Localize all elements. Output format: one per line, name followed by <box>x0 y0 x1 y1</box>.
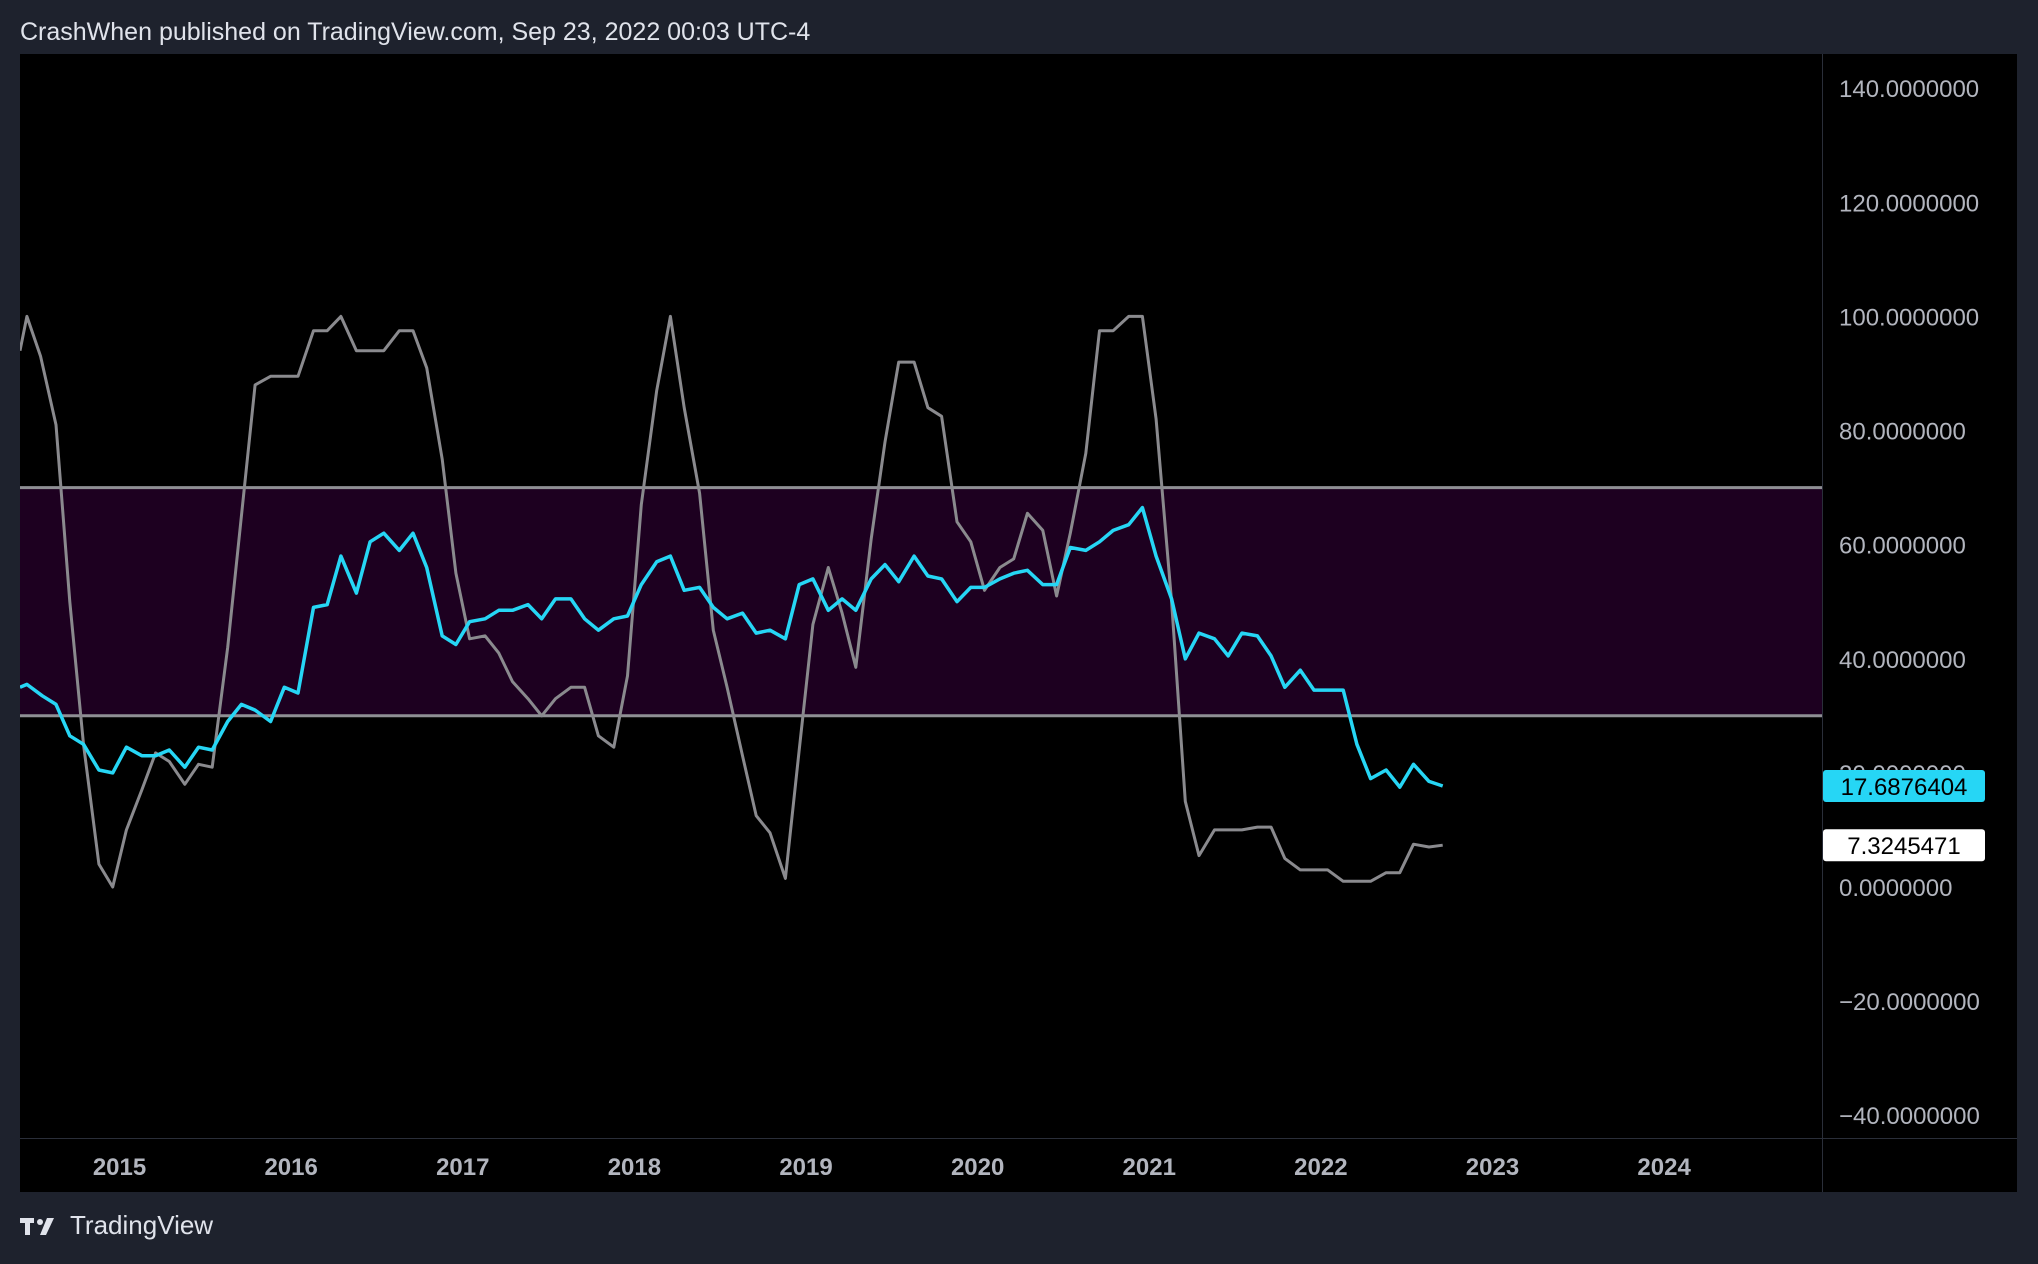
last-value-badge-1 <box>1823 829 1985 862</box>
tradingview-logo-icon[interactable] <box>20 1215 60 1237</box>
y-tick-label: 0.0000000 <box>1839 875 1952 902</box>
y-tick-label: 120.0000000 <box>1839 190 1979 217</box>
x-tick-label: 2021 <box>1123 1154 1176 1181</box>
last-value-badge-0 <box>1823 770 1985 803</box>
chart-area[interactable]: 140.0000000 120.0000000 100.0000000 80.0000… <box>20 54 2017 1192</box>
chart-svg[interactable]: 140.0000000 120.0000000 100.0000000 80.0000… <box>20 54 2017 1192</box>
footer: TradingView <box>20 1210 213 1241</box>
x-tick-label: 2016 <box>264 1154 317 1181</box>
y-tick-label: 40.0000000 <box>1839 647 1966 674</box>
last-value-label-0: 17.6876404 <box>1841 774 1968 801</box>
y-tick-label: 60.0000000 <box>1839 533 1966 560</box>
y-tick-label: 100.0000000 <box>1839 304 1979 331</box>
footer-brand[interactable]: TradingView <box>70 1210 214 1240</box>
y-tick-label: 140.0000000 <box>1839 76 1979 103</box>
x-tick-label: 2017 <box>436 1154 489 1181</box>
band-fill <box>20 487 1822 716</box>
y-tick-label: 80.0000000 <box>1839 419 1966 446</box>
publisher-caption: CrashWhen published on TradingView.com, … <box>20 18 811 46</box>
last-value-label-1: 7.3245471 <box>1847 833 1960 860</box>
x-tick-label: 2020 <box>951 1154 1004 1181</box>
series-line-0 <box>20 505 1444 789</box>
x-tick-label: 2022 <box>1294 1154 1347 1181</box>
x-tick-label: 2019 <box>779 1154 832 1181</box>
x-tick-label: 2018 <box>608 1154 661 1181</box>
y-tick-label: −40.0000000 <box>1839 1103 1980 1130</box>
x-tick-label: 2023 <box>1466 1154 1519 1181</box>
x-tick-label: 2015 <box>93 1154 146 1181</box>
x-tick-label: 2024 <box>1637 1154 1691 1181</box>
y-tick-label: −20.0000000 <box>1839 989 1980 1016</box>
series-line-1 <box>20 314 1443 889</box>
